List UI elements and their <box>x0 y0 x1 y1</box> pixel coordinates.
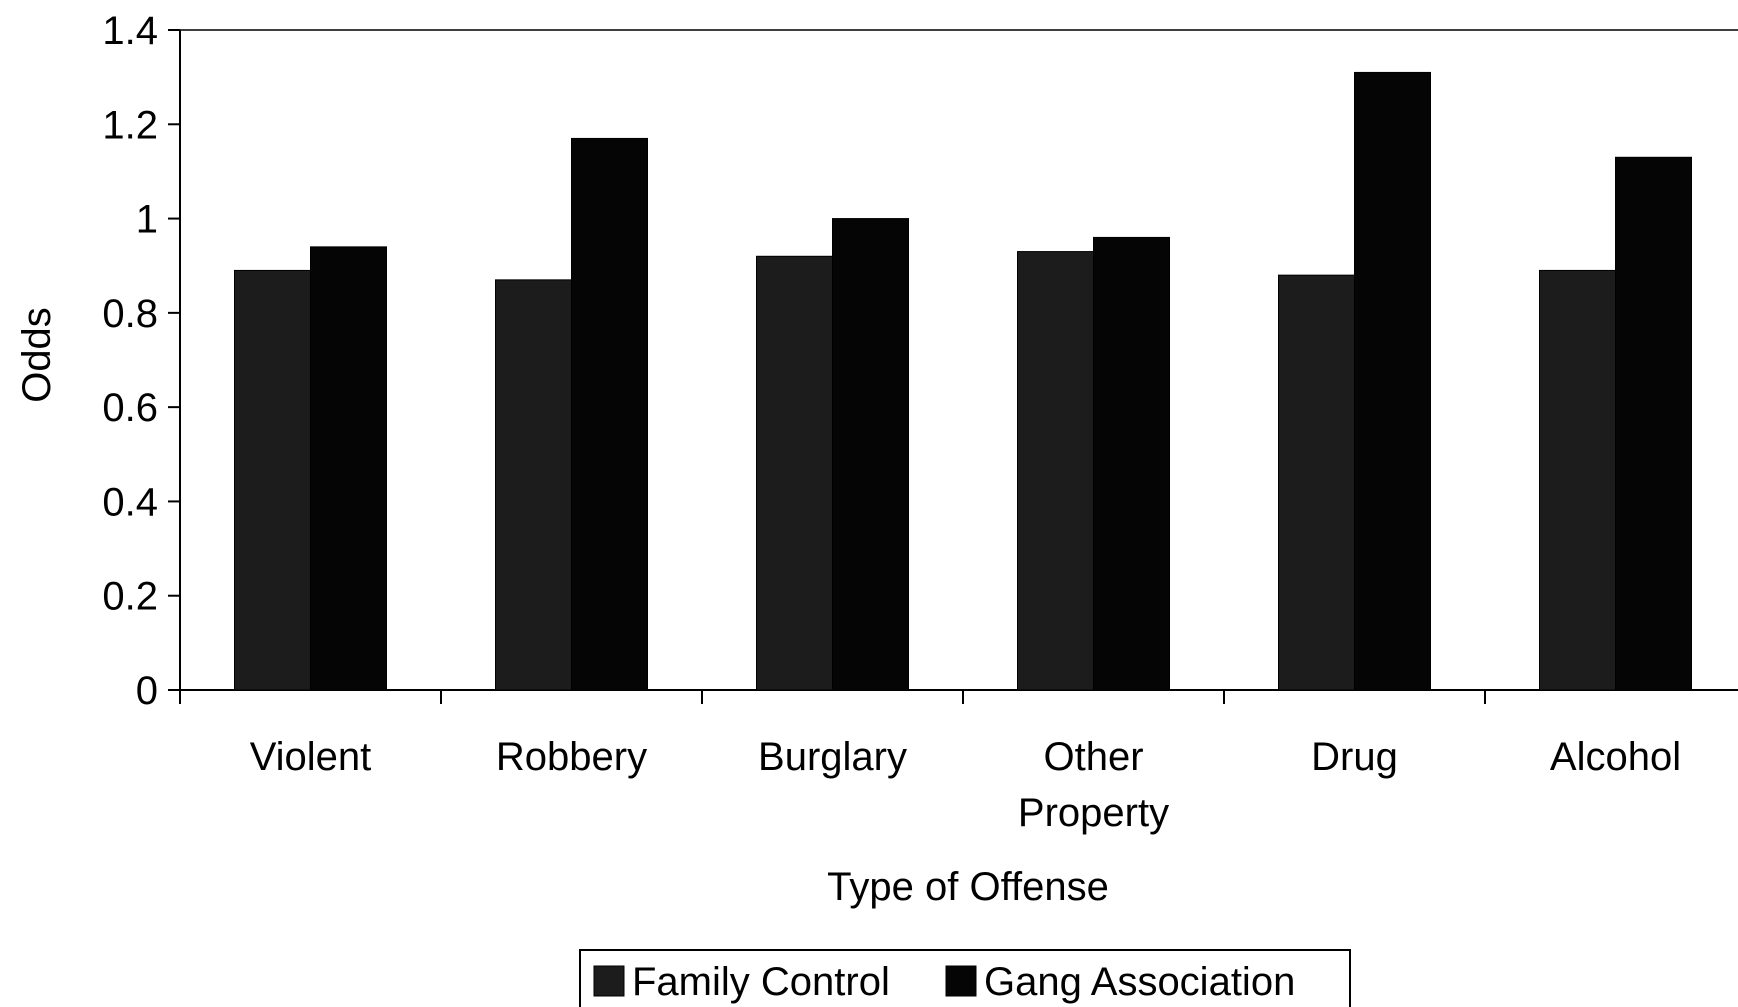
x-axis-title: Type of Offense <box>827 865 1109 909</box>
x-category-label: Robbery <box>496 735 647 779</box>
y-tick-label: 0.6 <box>102 386 158 430</box>
y-tick-label: 1.2 <box>102 103 158 147</box>
y-axis: 0 0.2 0.4 0.6 0.8 1 1.2 1.4 <box>102 9 1738 713</box>
bar-gang-association <box>1354 71 1431 691</box>
bar-gang-association <box>832 218 909 691</box>
legend-label: Gang Association <box>984 960 1295 1004</box>
y-tick-label: 0 <box>136 669 158 713</box>
y-axis-title: Odds <box>15 307 59 403</box>
bar-family-control <box>1017 251 1094 691</box>
bar-gang-association <box>310 246 387 691</box>
legend-swatch <box>945 965 977 997</box>
y-tick-label: 1.4 <box>102 9 158 53</box>
bar-gang-association <box>1093 236 1170 691</box>
x-axis: Violent Robbery Burglary Other Property Drug A… <box>179 689 1738 835</box>
y-tick-label: 0.8 <box>102 292 158 336</box>
bar-family-control <box>495 279 572 691</box>
x-category-label: Alcohol <box>1550 735 1681 779</box>
x-category-label: Violent <box>250 735 372 779</box>
y-tick-label: 0.4 <box>102 480 158 524</box>
y-tick-label: 1 <box>136 198 158 242</box>
bar-family-control <box>756 255 833 691</box>
bar-family-control <box>1539 269 1616 691</box>
bar-gang-association <box>571 137 648 691</box>
y-tick-label: 0.2 <box>102 575 158 619</box>
legend: Family Control Gang Association <box>579 949 1351 1007</box>
bars-group <box>234 71 1692 691</box>
bar-family-control <box>1278 274 1355 691</box>
x-category-label: Drug <box>1311 735 1398 779</box>
bar-gang-association <box>1615 156 1692 691</box>
bar-family-control <box>234 269 311 691</box>
legend-swatch <box>593 965 625 997</box>
x-category-label: Other Property <box>1018 735 1169 835</box>
x-category-label: Burglary <box>758 735 907 779</box>
legend-label: Family Control <box>632 960 890 1004</box>
